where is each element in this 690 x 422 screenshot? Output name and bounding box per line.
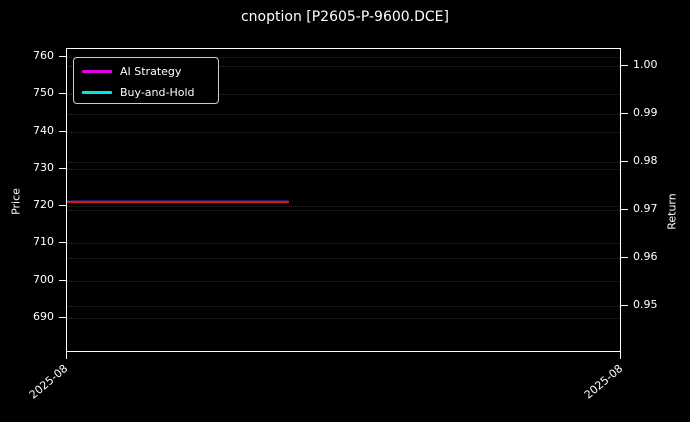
right-tick-mark [621,113,628,114]
close-price-line [67,201,289,204]
left-tick-mark [59,279,66,281]
gridline-return-0.98 [67,162,620,163]
left-tick-label: 700 [33,272,54,286]
left-axis-label: Price [9,188,23,215]
x-tick-label-right: 2025-08 [581,362,626,402]
left-tick-mark [59,56,66,57]
overlay-dark-line [67,199,289,201]
gridline-price-730 [67,168,620,170]
left-tick-mark [59,130,66,132]
right-tick-mark [621,161,628,162]
legend-item-buy-and-hold: Buy-and-Hold [74,82,218,102]
right-tick-mark [621,65,628,66]
gridline-price-710 [67,243,620,245]
gridline-return-0.99 [67,114,620,115]
bottom-tick-mark [620,352,621,359]
gridline-return-0.95 [67,306,620,307]
left-tick-mark [59,316,66,318]
chart-title: cnoption [P2605-P-9600.DCE] [240,9,449,25]
right-tick-label: 1.00 [633,58,658,71]
buy-and-hold-line-swatch [82,90,112,94]
right-tick-mark [621,305,628,306]
gridline-price-700 [67,280,620,282]
gridline-return-0.96 [67,258,620,259]
gridline-price-740 [67,131,620,133]
legend-item-ai-strategy: AI Strategy [74,61,218,81]
right-tick-label: 0.99 [633,106,658,119]
gridline-price-720 [67,206,620,208]
right-tick-label: 0.95 [633,298,658,311]
left-tick-mark [59,167,66,169]
right-tick-mark [621,209,628,210]
left-tick-mark [59,93,66,95]
gridline-price-690 [67,317,620,319]
left-tick-label: 760 [33,49,54,62]
left-tick-label: 750 [33,86,54,100]
left-tick-label: 690 [33,309,54,323]
ai-strategy-line-swatch [82,69,112,73]
left-tick-mark [59,242,66,244]
right-tick-label: 0.96 [633,250,658,263]
left-tick-label: 740 [33,123,54,137]
left-tick-label: 710 [33,235,54,249]
legend-label: AI Strategy [120,64,182,78]
legend-label: Buy-and-Hold [120,85,195,99]
gridline-price-750 [67,94,620,96]
gridline-return-1 [67,66,620,67]
left-tick-label: 720 [33,198,54,212]
x-tick-label-left: 2025-08 [26,362,71,402]
left-tick-label: 730 [33,160,54,174]
bottom-tick-mark [66,352,67,359]
legend: AI Strategy Buy-and-Hold [73,57,219,104]
right-tick-label: 0.98 [633,154,658,167]
left-tick-mark [59,205,66,207]
right-tick-label: 0.97 [633,202,658,215]
gridline-return-0.97 [67,210,620,211]
gridline-price-760 [67,57,620,58]
right-tick-mark [621,257,628,258]
